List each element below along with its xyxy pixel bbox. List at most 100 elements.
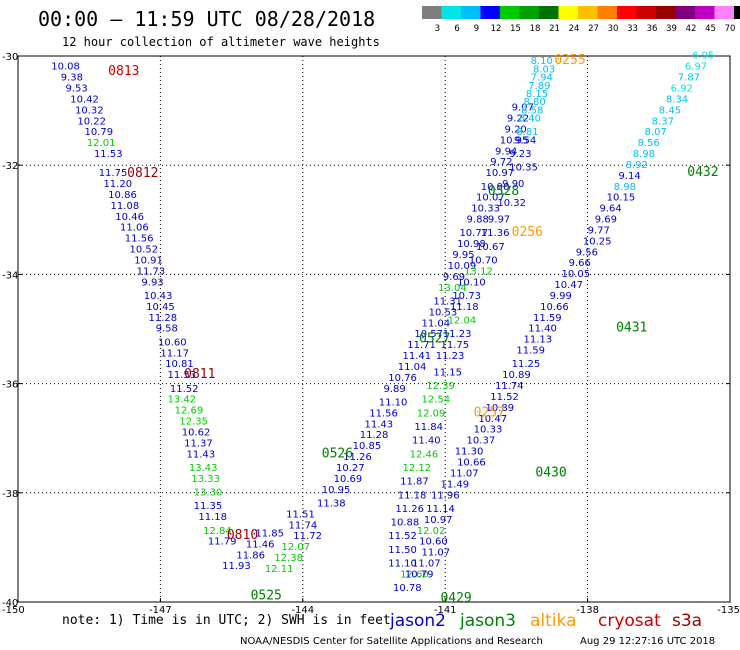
colorbar-swatch (675, 6, 695, 19)
swh-value: 11.25 (512, 359, 541, 370)
swh-value: 9.20 (505, 124, 527, 135)
swh-value: 9.07 (512, 103, 534, 114)
colorbar-label: 45 (705, 24, 716, 34)
swh-value: 12.46 (410, 449, 439, 460)
swh-value: 8.34 (666, 94, 688, 105)
swh-value: 11.86 (236, 550, 265, 561)
swh-values: 10.089.389.5310.4210.3210.2210.7912.0111… (51, 51, 714, 594)
swh-value: 12.38 (274, 553, 303, 564)
swh-value: 9.97 (488, 215, 510, 226)
swh-value: 11.41 (402, 351, 431, 362)
swh-value: 12.12 (402, 463, 431, 474)
swh-value: 10.07 (476, 193, 505, 204)
swh-value: 11.06 (120, 223, 149, 234)
swh-value: 11.56 (125, 234, 154, 245)
swh-value: 11.04 (398, 362, 427, 373)
swh-value: 10.25 (583, 236, 612, 247)
swh-value: 9.66 (569, 258, 591, 269)
swh-value: 11.52 (170, 384, 199, 395)
swh-value: 8.03 (533, 64, 555, 75)
swh-value: 9.69 (595, 215, 617, 226)
swh-value: 10.52 (130, 245, 159, 256)
swh-value: 10.33 (474, 425, 503, 436)
map-frame (17, 55, 731, 603)
swh-value: 11.75 (99, 168, 128, 179)
swh-value: 8.81 (516, 127, 538, 138)
colorbar-swatch (558, 6, 578, 19)
swh-value: 10.33 (471, 204, 500, 215)
swh-value: 10.46 (115, 212, 144, 223)
swh-value: 11.10 (388, 559, 417, 570)
lon-tick-label: -135 (717, 605, 740, 616)
swh-value: 10.78 (393, 583, 422, 594)
colorbar-swatch (441, 6, 461, 19)
swh-value: 9.38 (61, 73, 83, 84)
swh-value: 10.81 (165, 359, 194, 370)
swh-value: 11.84 (414, 422, 443, 433)
swh-value: 11.08 (111, 201, 140, 212)
swh-value: 11.26 (343, 452, 372, 463)
swh-value: 6.97 (685, 62, 707, 73)
swh-value: 11.28 (149, 313, 178, 324)
swh-value: 11.59 (516, 346, 545, 357)
swh-value: 9.72 (490, 157, 512, 168)
swh-value: 10.37 (467, 436, 496, 447)
swh-value: 10.42 (70, 94, 99, 105)
swh-value: 10.91 (134, 255, 163, 266)
swh-value: 9.64 (599, 204, 621, 215)
swh-value: 8.80 (524, 97, 546, 108)
pass-time-label: 0813 (108, 64, 139, 79)
swh-value: 10.53 (429, 307, 458, 318)
pass-time-label: 0256 (512, 225, 543, 240)
swh-value: 10.45 (146, 302, 175, 313)
swh-value: 10.85 (353, 441, 382, 452)
swh-value: 11.23 (443, 329, 472, 340)
swh-value: 12.60 (400, 569, 429, 580)
swh-value: 9.90 (502, 179, 524, 190)
swh-value: 11.51 (286, 509, 315, 520)
swh-value: 9.56 (576, 247, 598, 258)
swh-value: 8.92 (626, 160, 648, 171)
satellite-legend: jason2 jason3 altika cryosat s3a (389, 611, 702, 631)
swh-value: 10.35 (509, 163, 538, 174)
swh-value: 11.73 (137, 266, 166, 277)
swh-value: 10.95 (322, 485, 351, 496)
colorbar-swatch (695, 6, 715, 19)
swh-value: 11.18 (450, 302, 479, 313)
swh-value: 13.33 (191, 474, 220, 485)
pass-time-label: 0528 (488, 184, 519, 199)
swh-value: 10.60 (419, 537, 448, 548)
swh-value: 9.88 (467, 215, 489, 226)
colorbar-label: 42 (686, 24, 697, 34)
swh-value: 7.94 (531, 73, 553, 84)
swh-value: 11.79 (208, 537, 237, 548)
swh-value: 10.60 (158, 337, 187, 348)
colorbar-swatch (519, 6, 539, 19)
pass-time-label: 0526 (322, 446, 353, 461)
colorbar-label: 39 (666, 24, 677, 34)
swh-value: 10.89 (502, 370, 531, 381)
swh-value: 10.98 (457, 239, 486, 250)
swh-value: 7.89 (528, 81, 550, 92)
lon-tick-label: -150 (2, 605, 25, 616)
swh-value: 10.09 (448, 261, 477, 272)
swh-value: 6.95 (692, 51, 714, 62)
swh-value: 10.79 (405, 569, 434, 580)
colorbar-label: 36 (647, 24, 658, 34)
swh-value: 11.71 (407, 340, 436, 351)
swh-value: 11.14 (426, 504, 455, 515)
swh-value: 10.88 (391, 518, 420, 529)
swh-value: 9.53 (65, 83, 87, 94)
swh-value: 10.47 (554, 280, 583, 291)
swh-value: 9.93 (141, 277, 163, 288)
map-grid (18, 56, 730, 602)
legend-jason3: jason3 (459, 611, 516, 631)
colorbar-label: 6 (454, 24, 459, 34)
swh-value: 11.38 (317, 498, 346, 509)
swh-value: 9.58 (156, 324, 178, 335)
colorbar-label: 9 (474, 24, 479, 34)
swh-value: 11.53 (94, 149, 123, 160)
swh-value: 11.59 (533, 313, 562, 324)
pass-time-label: 0429 (440, 591, 471, 606)
